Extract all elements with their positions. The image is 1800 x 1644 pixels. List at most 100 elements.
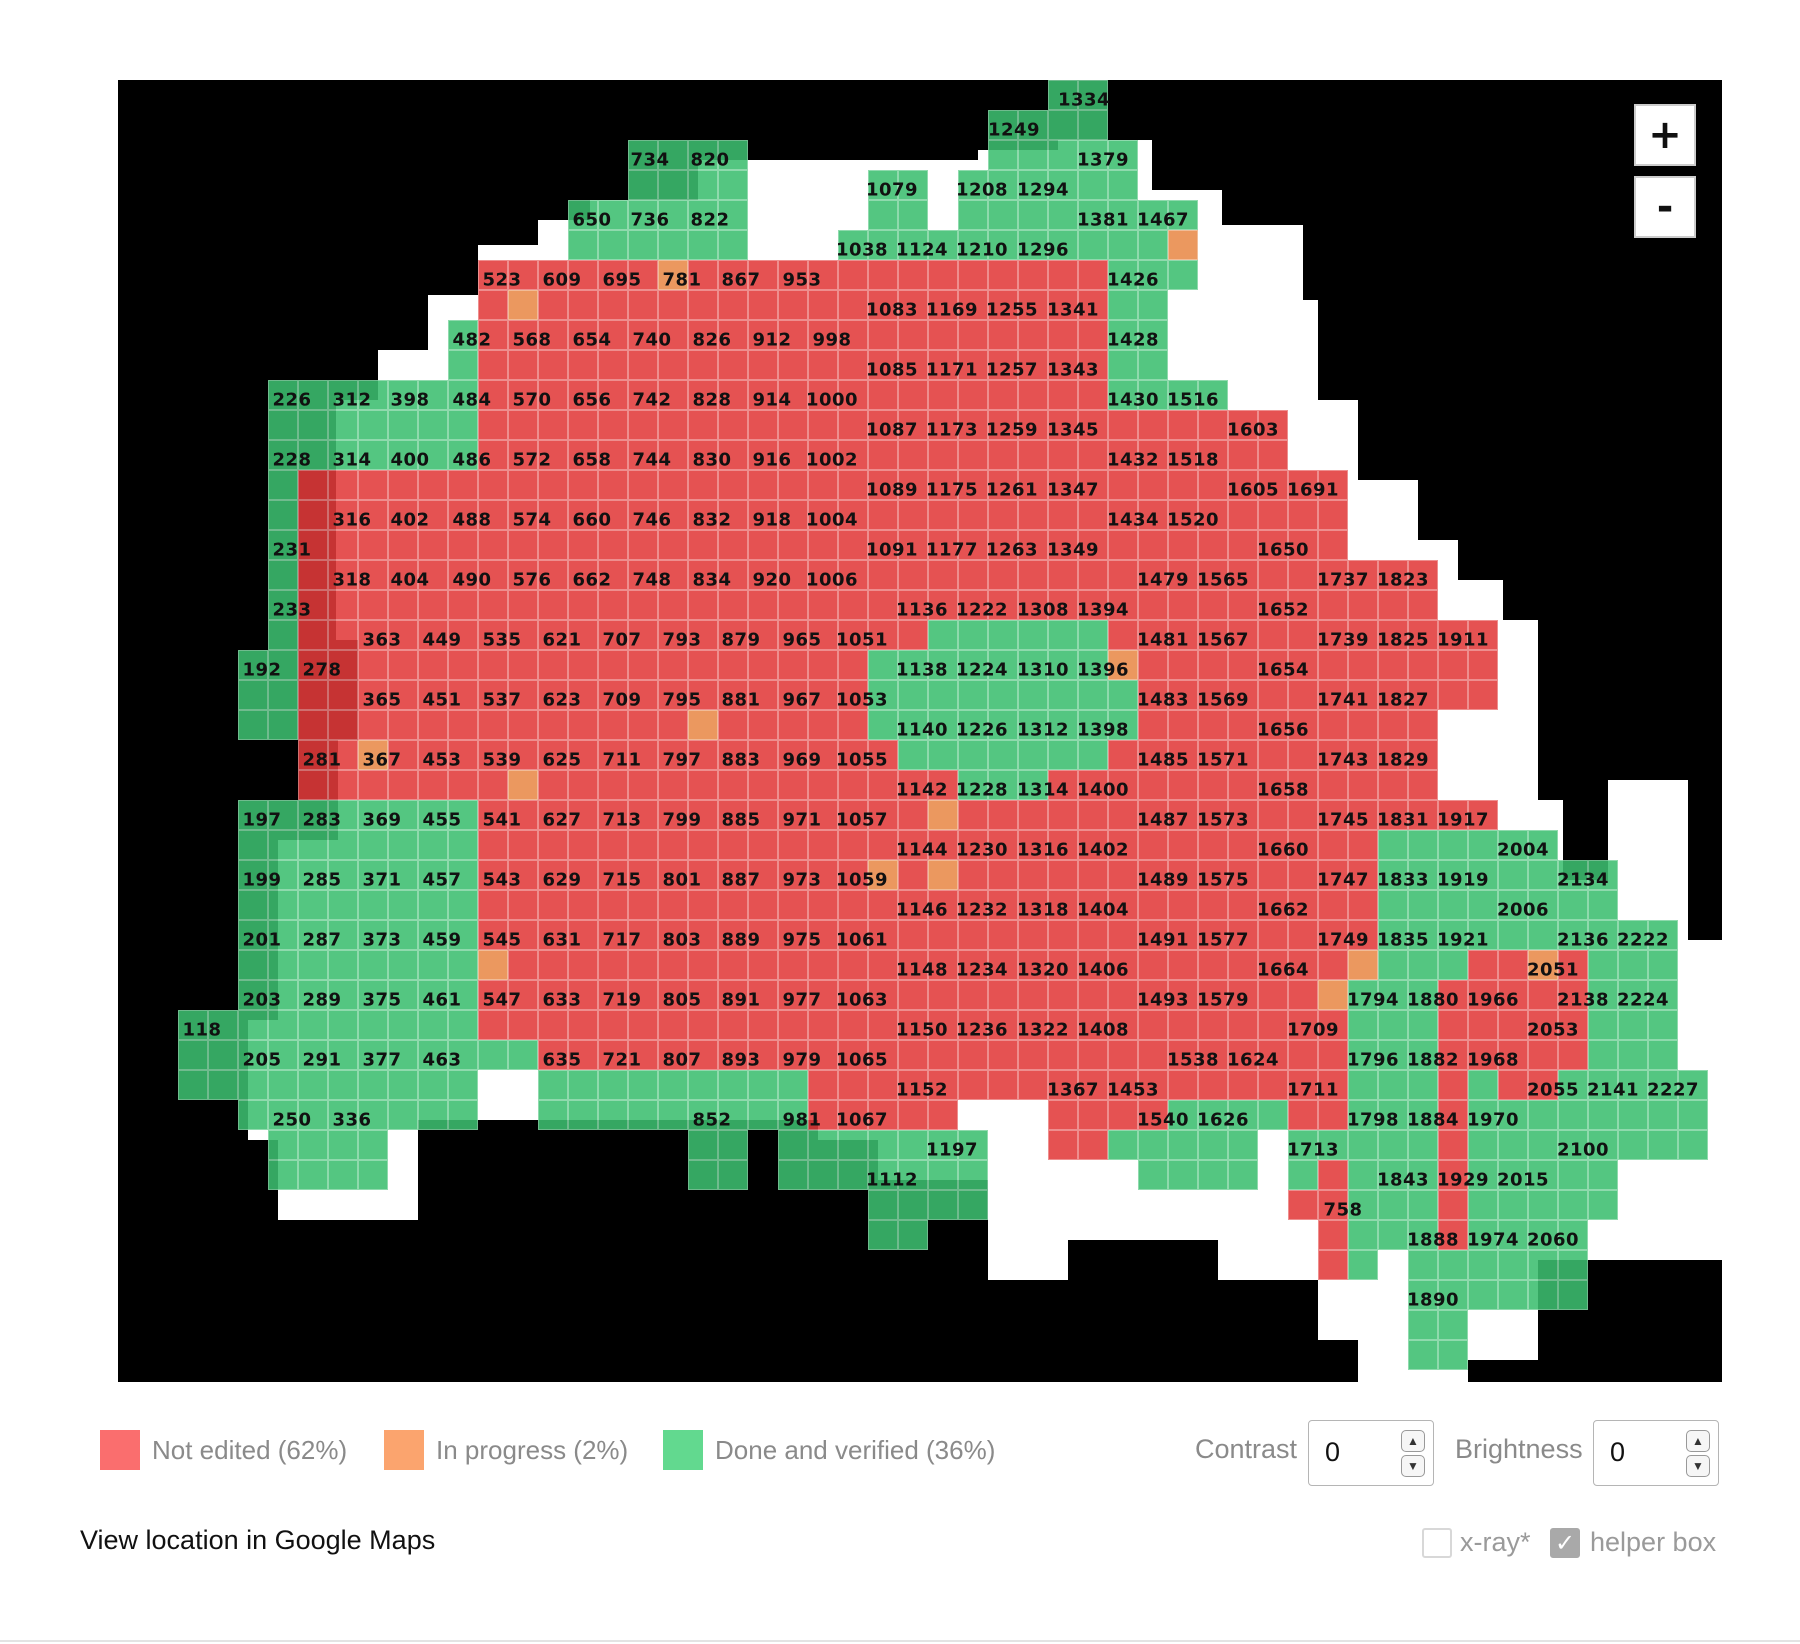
map-tile-cell[interactable] — [1498, 1130, 1528, 1160]
map-tile-cell[interactable] — [1018, 230, 1048, 260]
map-tile-cell[interactable] — [418, 740, 448, 770]
map-tile-cell[interactable] — [538, 650, 568, 680]
tile-map[interactable]: 1334 1249 734 820 1379 1079 1208 1294 650 736 822 1… — [118, 80, 1722, 1382]
map-tile-cell[interactable] — [1078, 620, 1108, 650]
map-tile-cell[interactable] — [1078, 260, 1108, 290]
map-tile-cell[interactable] — [628, 380, 658, 410]
map-tile-cell[interactable] — [958, 710, 988, 740]
map-tile-cell[interactable] — [808, 590, 838, 620]
map-tile-cell[interactable] — [958, 410, 988, 440]
map-tile-cell[interactable] — [1348, 710, 1378, 740]
map-tile-cell[interactable] — [1528, 1130, 1558, 1160]
map-tile-cell[interactable] — [298, 1130, 328, 1160]
map-tile-cell[interactable] — [868, 650, 898, 680]
map-tile-cell[interactable] — [1078, 770, 1108, 800]
map-tile-cell[interactable] — [808, 410, 838, 440]
map-tile-cell[interactable] — [658, 500, 688, 530]
map-tile-cell[interactable] — [898, 980, 928, 1010]
map-tile-cell[interactable] — [268, 440, 298, 470]
map-tile-cell[interactable] — [538, 470, 568, 500]
map-tile-cell[interactable] — [778, 260, 808, 290]
map-tile-cell[interactable] — [478, 1010, 508, 1040]
map-tile-cell[interactable] — [388, 530, 418, 560]
map-tile-cell[interactable] — [508, 710, 538, 740]
map-tile-cell[interactable] — [328, 1130, 358, 1160]
map-tile-cell[interactable] — [688, 140, 718, 170]
map-tile-cell[interactable] — [868, 680, 898, 710]
map-tile-cell[interactable] — [538, 590, 568, 620]
map-tile-cell[interactable] — [1108, 200, 1138, 230]
map-tile-cell[interactable] — [808, 620, 838, 650]
map-tile-cell[interactable] — [778, 620, 808, 650]
map-tile-cell[interactable] — [1138, 290, 1168, 320]
map-tile-cell[interactable] — [1108, 1130, 1138, 1160]
map-tile-cell[interactable] — [1438, 1190, 1468, 1220]
map-tile-cell[interactable] — [1138, 770, 1168, 800]
map-tile-cell[interactable] — [1048, 470, 1078, 500]
map-tile-cell[interactable] — [868, 470, 898, 500]
map-tile-cell[interactable] — [868, 740, 898, 770]
map-tile-cell[interactable] — [358, 680, 388, 710]
map-tile-cell[interactable] — [1318, 1160, 1348, 1190]
map-tile-cell[interactable] — [448, 1100, 478, 1130]
map-tile-cell[interactable] — [568, 440, 598, 470]
map-tile-cell[interactable] — [898, 170, 928, 200]
map-tile-cell[interactable] — [1378, 1220, 1408, 1250]
map-tile-cell[interactable] — [328, 470, 358, 500]
map-tile-cell[interactable] — [1408, 1130, 1438, 1160]
map-tile-cell[interactable] — [628, 710, 658, 740]
map-tile-cell[interactable] — [298, 410, 328, 440]
map-tile-cell[interactable] — [658, 380, 688, 410]
map-tile-cell[interactable] — [328, 530, 358, 560]
map-tile-cell[interactable] — [748, 500, 778, 530]
map-tile-cell[interactable] — [658, 530, 688, 560]
map-tile-cell[interactable] — [1048, 200, 1078, 230]
map-tile-cell[interactable] — [1138, 230, 1168, 260]
map-tile-cell[interactable] — [1018, 170, 1048, 200]
map-tile-cell[interactable] — [448, 380, 478, 410]
map-tile-cell[interactable] — [1378, 620, 1408, 650]
map-tile-cell[interactable] — [268, 1160, 298, 1190]
map-tile-cell[interactable] — [1258, 710, 1288, 740]
map-tile-cell[interactable] — [388, 1010, 418, 1040]
map-tile-cell[interactable] — [1138, 620, 1168, 650]
map-tile-cell[interactable] — [1258, 800, 1288, 830]
map-tile-cell[interactable] — [1018, 110, 1048, 140]
map-tile-cell[interactable] — [1258, 920, 1288, 950]
map-tile-cell[interactable] — [748, 290, 778, 320]
map-tile-cell[interactable] — [1168, 560, 1198, 590]
map-tile-cell[interactable] — [508, 740, 538, 770]
map-tile-cell[interactable] — [1408, 590, 1438, 620]
map-tile-cell[interactable] — [928, 770, 958, 800]
map-tile-cell[interactable] — [748, 830, 778, 860]
map-tile-cell[interactable] — [688, 560, 718, 590]
map-tile-cell[interactable] — [808, 710, 838, 740]
map-tile-cell[interactable] — [748, 770, 778, 800]
map-tile-cell[interactable] — [808, 950, 838, 980]
map-tile-cell[interactable] — [1168, 1010, 1198, 1040]
map-tile-cell[interactable] — [778, 320, 808, 350]
map-tile-cell[interactable] — [538, 620, 568, 650]
map-tile-cell[interactable] — [388, 470, 418, 500]
map-tile-cell[interactable] — [898, 620, 928, 650]
map-tile-cell[interactable] — [1408, 1010, 1438, 1040]
map-tile-cell[interactable] — [1288, 1040, 1318, 1070]
map-tile-cell[interactable] — [598, 440, 628, 470]
map-tile-cell[interactable] — [988, 380, 1018, 410]
map-tile-cell[interactable] — [358, 560, 388, 590]
map-tile-cell[interactable] — [1378, 680, 1408, 710]
map-tile-cell[interactable] — [658, 1070, 688, 1100]
map-tile-cell[interactable] — [988, 500, 1018, 530]
map-tile-cell[interactable] — [358, 1010, 388, 1040]
brightness-input[interactable]: 0 ▲ ▼ — [1593, 1420, 1719, 1486]
map-tile-cell[interactable] — [1168, 830, 1198, 860]
map-tile-cell[interactable] — [778, 290, 808, 320]
map-tile-cell[interactable] — [1318, 1100, 1348, 1130]
map-tile-cell[interactable] — [688, 740, 718, 770]
map-tile-cell[interactable] — [328, 710, 358, 740]
map-tile-cell[interactable] — [388, 710, 418, 740]
map-tile-cell[interactable] — [1048, 920, 1078, 950]
map-tile-cell[interactable] — [1408, 890, 1438, 920]
map-tile-cell[interactable] — [868, 830, 898, 860]
map-tile-cell[interactable] — [1048, 860, 1078, 890]
